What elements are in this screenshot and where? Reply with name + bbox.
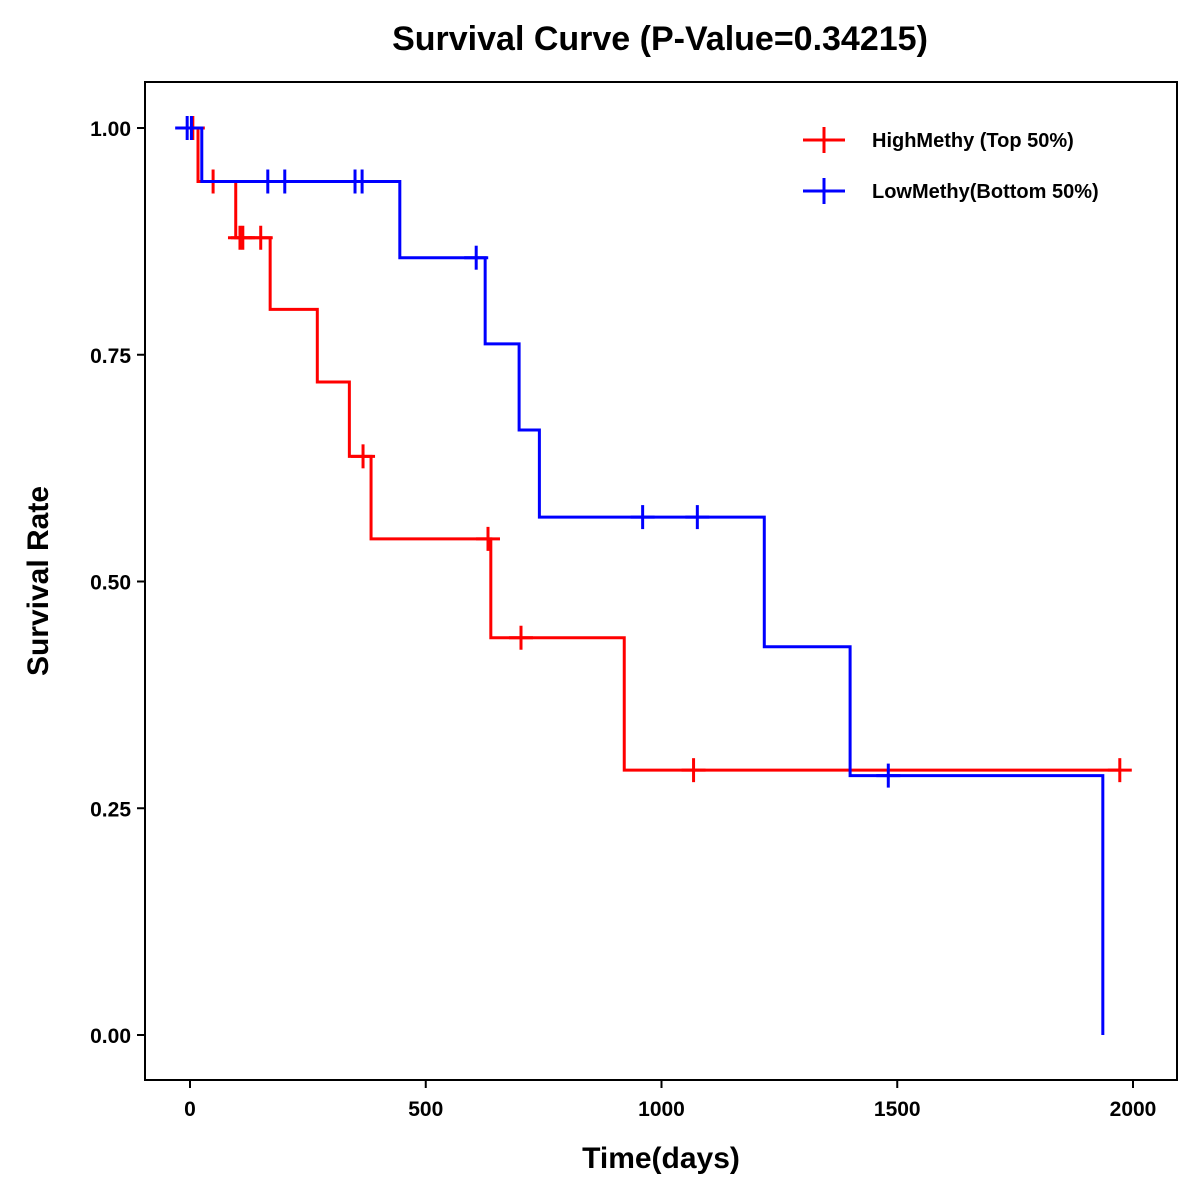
x-axis-label: Time(days) bbox=[582, 1142, 740, 1175]
censor-mark bbox=[630, 505, 655, 530]
censor-mark bbox=[350, 169, 375, 194]
legend-label: HighMethy (Top 50%) bbox=[872, 130, 1074, 152]
series-high-methy bbox=[180, 116, 1132, 783]
x-tick-label: 500 bbox=[408, 1098, 443, 1121]
x-axis: 0 500 1000 1500 2000 bbox=[184, 1080, 1156, 1121]
y-axis-label: Survival Rate bbox=[22, 486, 55, 676]
y-axis: 0.00 0.25 0.50 0.75 1.00 bbox=[90, 118, 145, 1048]
censor-mark bbox=[508, 625, 533, 650]
censor-mark bbox=[681, 758, 706, 783]
censor-mark bbox=[248, 225, 273, 250]
y-tick-label: 0.00 bbox=[90, 1025, 131, 1048]
series-low-methy bbox=[175, 116, 1105, 1035]
legend-key-cross-icon bbox=[803, 127, 845, 153]
survival-step-line bbox=[190, 126, 1105, 1035]
legend: HighMethy (Top 50%) LowMethy(Bottom 50%) bbox=[803, 127, 1099, 204]
plot-panel-border bbox=[144, 81, 1178, 1081]
censor-mark bbox=[685, 505, 710, 530]
y-tick-label: 0.75 bbox=[90, 345, 131, 368]
legend-item: LowMethy(Bottom 50%) bbox=[803, 178, 1099, 204]
x-tick-label: 1000 bbox=[638, 1098, 685, 1121]
censor-mark bbox=[351, 444, 376, 469]
x-tick-label: 2000 bbox=[1110, 1098, 1157, 1121]
survival-step-line bbox=[190, 126, 1120, 772]
censor-mark bbox=[272, 169, 297, 194]
y-tick-label: 0.25 bbox=[90, 798, 131, 821]
censor-mark bbox=[464, 245, 489, 270]
x-tick-label: 0 bbox=[184, 1098, 196, 1121]
series-layer bbox=[175, 116, 1132, 1035]
y-tick-label: 0.50 bbox=[90, 572, 131, 595]
y-tick-label: 1.00 bbox=[90, 118, 131, 141]
censor-mark bbox=[179, 116, 204, 140]
censor-mark bbox=[475, 526, 500, 551]
legend-key-cross-icon bbox=[803, 178, 845, 204]
censor-mark bbox=[1107, 758, 1132, 783]
legend-item: HighMethy (Top 50%) bbox=[803, 127, 1074, 153]
censor-mark bbox=[876, 763, 901, 788]
legend-label: LowMethy(Bottom 50%) bbox=[872, 181, 1099, 203]
chart-title: Survival Curve (P-Value=0.34215) bbox=[392, 20, 928, 58]
x-tick-label: 1500 bbox=[874, 1098, 921, 1121]
